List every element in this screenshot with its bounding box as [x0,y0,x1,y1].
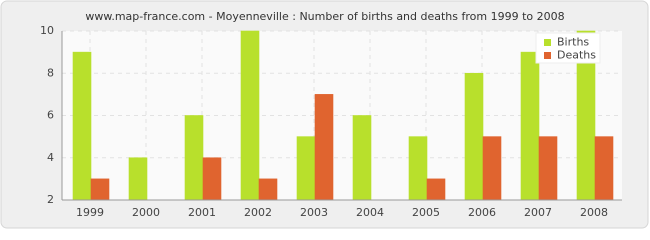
chart: www.map-france.com - Moyenneville : Numb… [0,0,649,229]
bar [482,136,502,201]
x-tick-label: 2000 [132,206,160,219]
x-tick-label: 2002 [244,206,272,219]
x-tick-label: 2006 [468,206,496,219]
legend-label: Deaths [557,49,596,62]
bar [520,51,540,201]
bar [352,115,372,201]
bar [72,51,92,201]
bar [464,72,484,201]
y-tick-label: 2 [47,193,54,206]
bar [538,136,558,201]
legend-swatch [544,39,551,46]
y-tick-label: 4 [47,151,54,164]
bar [408,136,428,201]
y-tick-label: 6 [47,109,54,122]
legend-label: Births [557,36,589,49]
chart-title: www.map-france.com - Moyenneville : Numb… [85,10,564,23]
x-tick-label: 2008 [580,206,608,219]
bar [426,178,446,201]
y-tick-label: 8 [47,66,54,79]
x-tick-label: 2004 [356,206,384,219]
bar [258,178,278,201]
bar [128,157,148,201]
x-tick-label: 1999 [76,206,104,219]
x-tick-label: 2001 [188,206,216,219]
x-tick-label: 2003 [300,206,328,219]
bar [296,136,316,201]
x-tick-label: 2007 [524,206,552,219]
bar [314,94,334,201]
x-tick-label: 2005 [412,206,440,219]
y-tick-label: 10 [40,24,54,37]
legend-swatch [544,52,551,59]
bar [202,157,222,201]
bar [594,136,614,201]
legend-box [535,32,601,64]
bar [184,115,204,201]
bar [90,178,110,201]
bar [240,30,260,201]
